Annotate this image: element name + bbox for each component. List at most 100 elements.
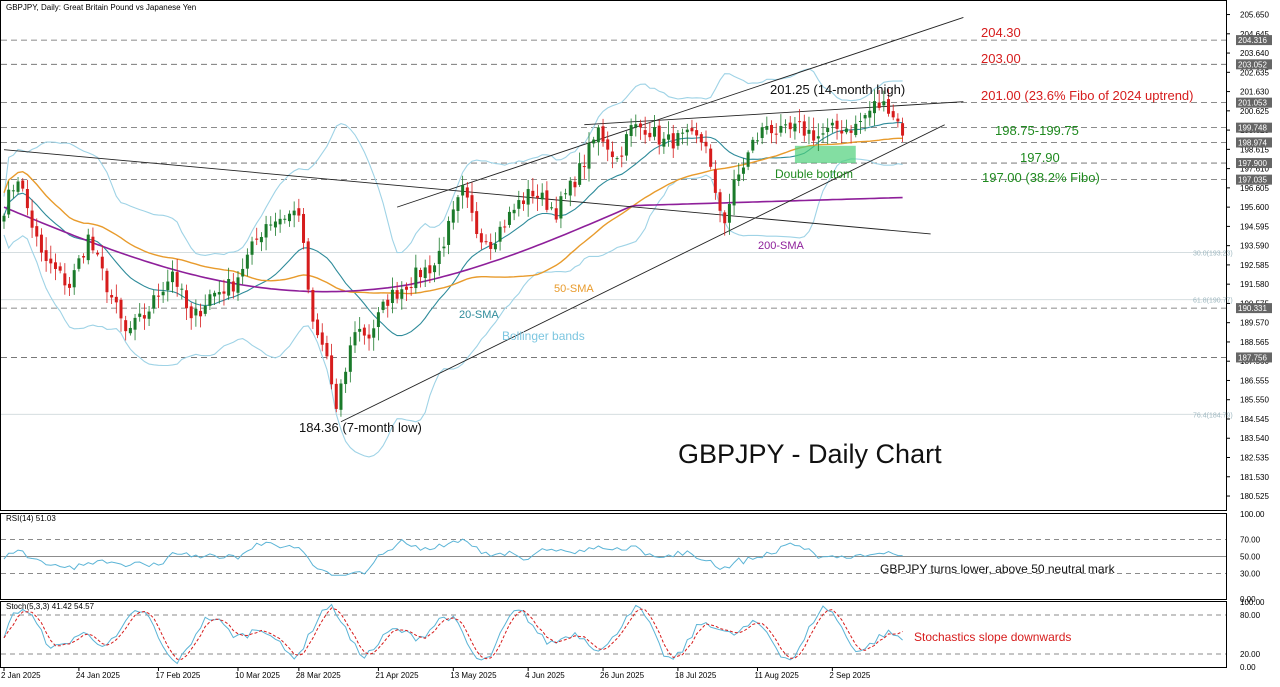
candle-body <box>578 163 582 185</box>
candle-body <box>830 122 834 126</box>
candle-body <box>124 320 128 332</box>
price-tick-label: 186.555 <box>1240 376 1269 385</box>
date-tick-label: 13 May 2025 <box>450 671 497 680</box>
candle-body <box>241 268 245 277</box>
candle-body <box>887 99 891 114</box>
date-tick-label: 17 Feb 2025 <box>155 671 200 680</box>
rsi-tick-label: 30.00 <box>1240 570 1261 579</box>
rsi-tick-label: 100.00 <box>1240 510 1265 519</box>
bollinger-lower <box>3 158 903 458</box>
candle-body <box>741 167 745 174</box>
candle-body <box>479 233 483 243</box>
candle-body <box>255 238 259 240</box>
candle-body <box>489 241 493 249</box>
candle-body <box>114 296 118 303</box>
candle-body <box>236 277 240 293</box>
price-tick-label: 191.580 <box>1240 280 1269 289</box>
candle-body <box>638 123 642 128</box>
candle-body <box>812 130 816 141</box>
candle-body <box>372 328 376 338</box>
candle-body <box>802 121 806 136</box>
candle-body <box>854 123 858 136</box>
candle-body <box>755 140 759 142</box>
candle-body <box>587 142 591 169</box>
candle-body <box>498 226 502 242</box>
candle-body <box>704 141 708 147</box>
candle-body <box>774 133 778 135</box>
price-tick-label: 184.545 <box>1240 415 1269 424</box>
candle-body <box>156 295 160 297</box>
price-tick-label: 181.530 <box>1240 473 1269 482</box>
date-tick-label: 28 Mar 2025 <box>296 671 341 680</box>
price-tick-label: 182.535 <box>1240 454 1269 463</box>
fib-label: 61.8(190.77) <box>1193 298 1233 305</box>
candle-body <box>545 190 549 210</box>
candle-body <box>269 224 273 226</box>
candle-body <box>330 355 334 385</box>
label-bollinger-bands: Bollinger bands <box>502 329 585 343</box>
rsi-tick-label: 70.00 <box>1240 536 1261 545</box>
level-label: 197.90 <box>1020 150 1060 165</box>
candle-body <box>643 130 647 135</box>
candle-body <box>381 301 385 311</box>
candle-body <box>531 190 535 197</box>
candle-body <box>105 270 109 293</box>
stoch-tick-label: 100.00 <box>1240 598 1265 607</box>
price-box-label: 199.748 <box>1238 124 1267 133</box>
price-box-label: 203.052 <box>1238 60 1267 69</box>
price-panel-frame <box>0 0 1227 511</box>
stoch-tick-label: 0.00 <box>1240 663 1256 672</box>
candle-body <box>367 334 371 339</box>
candle-body <box>302 213 306 243</box>
candle-body <box>536 195 540 198</box>
price-tick-label: 195.600 <box>1240 203 1269 212</box>
candle-body <box>877 102 881 108</box>
candle-body <box>264 224 268 238</box>
date-tick-label: 2 Sep 2025 <box>829 671 870 680</box>
candle-body <box>395 290 399 299</box>
candle-body <box>901 123 905 136</box>
candle-body <box>423 267 427 279</box>
candle-body <box>194 308 198 316</box>
candle-body <box>681 132 685 134</box>
candle-body <box>53 262 57 269</box>
candle-body <box>147 311 151 319</box>
stoch-k-line <box>3 603 903 665</box>
candle-body <box>826 127 830 133</box>
candle-body <box>872 101 876 114</box>
candle-body <box>662 138 666 147</box>
candle-body <box>189 306 193 319</box>
price-tick-label: 185.550 <box>1240 396 1269 405</box>
candle-body <box>325 342 329 357</box>
price-box-label: 198.974 <box>1238 138 1267 147</box>
candle-body <box>451 209 455 223</box>
candle-body <box>386 299 390 306</box>
candle-body <box>653 127 657 137</box>
price-tick-label: 202.635 <box>1240 68 1269 77</box>
candle-body <box>882 101 886 106</box>
candle-body <box>58 266 62 271</box>
rsi-tick-label: 0.00 <box>1240 595 1256 604</box>
candle-body <box>433 265 437 273</box>
candle-body <box>133 317 137 330</box>
candle-body <box>16 181 20 192</box>
candle-body <box>858 121 862 123</box>
sma200-line <box>3 196 903 293</box>
rising-channel-lower <box>340 124 945 423</box>
candle-body <box>793 123 797 132</box>
candle-body <box>512 209 516 214</box>
candle-body <box>21 180 25 189</box>
candle-body <box>404 286 408 290</box>
candle-body <box>11 190 15 192</box>
candle-body <box>676 133 680 146</box>
candle-body <box>185 290 189 309</box>
candle-body <box>521 200 525 204</box>
candle-body <box>316 319 320 336</box>
price-box-label: 190.331 <box>1238 304 1267 313</box>
candle-body <box>821 133 825 135</box>
candle-body <box>278 218 282 225</box>
candle-body <box>770 124 774 134</box>
candle-body <box>339 383 343 410</box>
candle-body <box>175 272 179 287</box>
